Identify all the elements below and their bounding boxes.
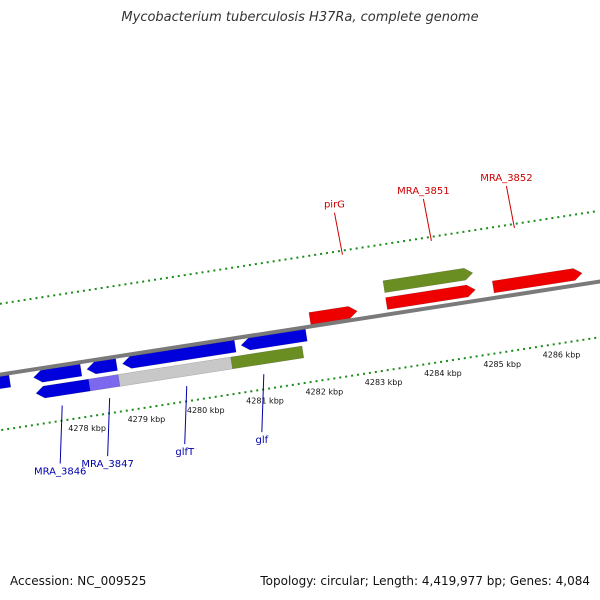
reverse-gene-feature xyxy=(0,374,12,390)
gene-label-pirg: pirG xyxy=(324,200,345,211)
reverse-gene-feature xyxy=(33,363,83,383)
gene-label-mra_3846: MRA_3846 xyxy=(34,466,86,477)
reverse-gene-feature xyxy=(86,358,118,375)
backbone-layer xyxy=(0,279,600,377)
label-leader-line xyxy=(333,212,343,255)
accession-text: Accession: NC_009525 xyxy=(10,574,147,588)
map-title: Mycobacterium tuberculosis H37Ra, comple… xyxy=(121,10,479,25)
gene-label-glft: glfT xyxy=(175,447,195,458)
genome-backbone xyxy=(0,279,600,377)
reverse-rna-feature xyxy=(230,345,305,370)
label-leader-line xyxy=(184,386,188,445)
scale-tick-label: 4286 kbp xyxy=(543,351,581,360)
gene-label-mra_3851: MRA_3851 xyxy=(397,186,449,197)
scale-tick-label: 4283 kbp xyxy=(365,378,403,387)
label-leader-line xyxy=(422,198,432,241)
feature-layer xyxy=(0,267,583,399)
reverse-overlap-feature xyxy=(88,374,121,392)
label-leader-line xyxy=(261,374,265,433)
gene-label-mra_3852: MRA_3852 xyxy=(480,173,532,184)
genome-summary: Topology: circular; Length: 4,419,977 bp… xyxy=(260,574,590,588)
label-leader-line xyxy=(505,185,515,229)
gene-label-glf: glf xyxy=(255,435,268,446)
forward-gene-arrow xyxy=(308,306,358,325)
label-leader-line xyxy=(107,398,111,457)
label-layer: 4278 kbp 4279 kbp 4280 kbp 4281 kbp 4282 kbp… xyxy=(34,173,580,477)
scale-tick-label: 4285 kbp xyxy=(483,360,521,369)
reverse-gene-feature xyxy=(122,340,237,369)
tick-layer xyxy=(0,210,597,432)
label-leader-line xyxy=(59,405,63,464)
gene-label-mra_3847: MRA_3847 xyxy=(81,459,133,470)
scale-tick-label: 4284 kbp xyxy=(424,369,462,378)
scale-tick-label: 4282 kbp xyxy=(305,387,343,396)
scale-tick-label: 4280 kbp xyxy=(187,406,225,415)
forward-gene-arrow xyxy=(385,284,476,310)
scale-tick-label: 4279 kbp xyxy=(128,415,166,424)
forward-gene-arrow xyxy=(491,268,583,294)
forward-rna-feature xyxy=(382,267,474,293)
scale-tick-label: 4281 kbp xyxy=(246,397,284,406)
scale-tick-label: 4278 kbp xyxy=(68,424,106,433)
reverse-gene-feature xyxy=(240,328,308,351)
